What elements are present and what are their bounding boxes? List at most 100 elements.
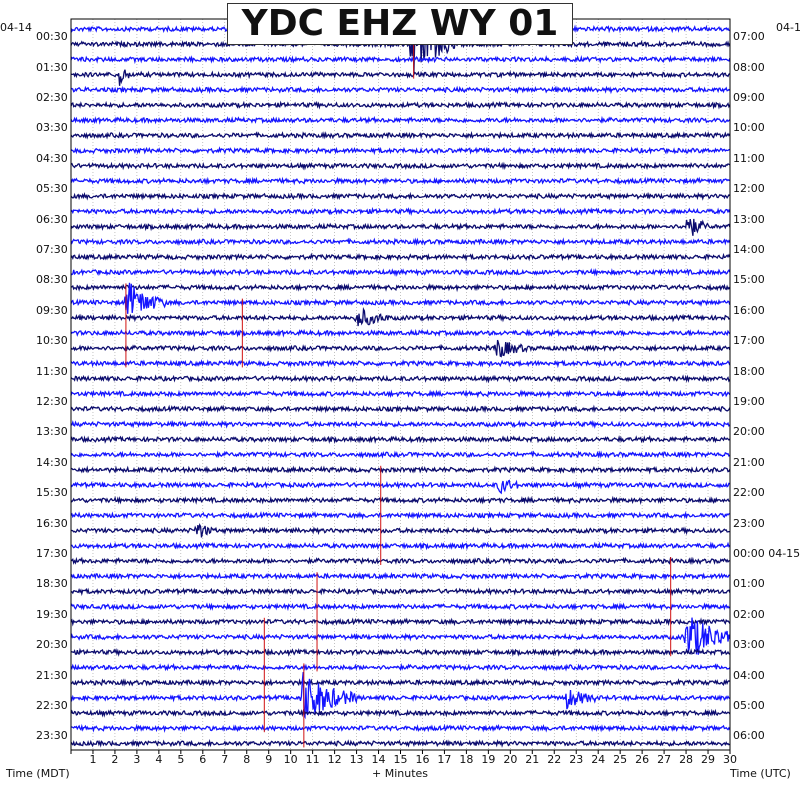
- red-event-marks: [125, 25, 672, 748]
- x-tick-label: 3: [133, 753, 141, 766]
- right-time-label: 00:00 04-15: [733, 547, 800, 560]
- trace-line: [70, 374, 731, 384]
- x-tick-label: 14: [371, 753, 386, 766]
- left-time-label: 23:30: [36, 729, 68, 743]
- trace-line: [71, 647, 731, 657]
- trace-line: [70, 389, 731, 399]
- right-time-label: 09:00: [733, 91, 765, 104]
- x-tick-label: 1: [89, 753, 97, 766]
- left-time-label: 11:30: [36, 364, 68, 378]
- right-time-label: 17:00: [733, 334, 765, 348]
- left-time-label: 17:30: [36, 547, 68, 560]
- left-axis-label: Time (MDT): [6, 767, 70, 780]
- trace-line: [70, 556, 730, 566]
- x-tick-label: 8: [243, 753, 251, 766]
- seismic-traces: [70, 14, 731, 748]
- right-time-label: 12:00: [733, 182, 765, 196]
- trace-line: [70, 100, 731, 110]
- trace-line: [70, 237, 731, 247]
- left-time-label: 02:30: [36, 91, 68, 104]
- x-tick-label: 11: [305, 753, 320, 766]
- left-time-label: 14:30: [36, 455, 68, 469]
- left-time-label: 00:30: [36, 30, 68, 44]
- right-time-label: 20:00: [733, 425, 765, 439]
- trace-line: [70, 435, 731, 445]
- left-time-label: 04:30: [36, 151, 68, 165]
- left-time-label: 20:30: [36, 638, 68, 652]
- left-time-label: 09:30: [36, 303, 68, 317]
- trace-line: [70, 358, 731, 369]
- trace-line: [70, 328, 731, 338]
- trace-line: [70, 671, 731, 720]
- left-time-label: 03:30: [36, 121, 68, 135]
- x-tick-label: 26: [635, 753, 650, 766]
- trace-line: [70, 146, 730, 156]
- trace-line: [70, 252, 731, 262]
- trace-line: [70, 161, 731, 171]
- left-time-label: 13:30: [36, 425, 68, 439]
- left-time-label: 18:30: [36, 577, 68, 591]
- right-date-label: 04-1: [776, 21, 800, 34]
- trace-line: [70, 617, 731, 655]
- right-time-label: 06:00: [733, 729, 765, 743]
- trace-line: [70, 404, 731, 414]
- trace-line: [70, 282, 731, 293]
- trace-line: [70, 339, 731, 358]
- x-tick-label: 22: [547, 753, 562, 766]
- right-time-label: 10:00: [733, 121, 765, 135]
- x-tick-label: 25: [613, 753, 628, 766]
- trace-line: [70, 54, 731, 65]
- x-tick-label: 7: [221, 753, 229, 766]
- right-time-label: 11:00: [733, 151, 765, 165]
- trace-line: [70, 495, 730, 505]
- trace-line: [70, 206, 731, 217]
- chart-title: YDC EHZ WY 01: [241, 3, 559, 44]
- trace-line: [70, 130, 731, 140]
- x-tick-label: 28: [679, 753, 694, 766]
- trace-line: [70, 723, 731, 733]
- trace-line: [70, 738, 731, 748]
- left-time-label: 07:30: [36, 243, 68, 256]
- trace-line: [70, 191, 731, 201]
- right-time-label: 16:00: [733, 303, 765, 317]
- left-time-label: 16:30: [36, 516, 68, 530]
- trace-line: [70, 602, 731, 612]
- x-tick-label: 9: [265, 753, 273, 766]
- right-time-label: 13:00: [733, 212, 765, 226]
- right-time-label: 02:00: [733, 607, 765, 621]
- right-time-label: 18:00: [733, 364, 765, 378]
- trace-line: [70, 69, 731, 86]
- x-axis-label: + Minutes: [372, 767, 429, 780]
- trace-line: [70, 678, 731, 687]
- left-time-label: 19:30: [36, 607, 68, 621]
- x-tick-label: 5: [177, 753, 185, 766]
- x-tick-label: 23: [569, 753, 584, 766]
- right-time-label: 19:00: [733, 395, 765, 408]
- right-time-label: 15:00: [733, 273, 765, 287]
- left-time-label: 08:30: [36, 273, 68, 287]
- x-ticks: [70, 750, 731, 754]
- x-tick-label: 16: [415, 753, 430, 766]
- trace-line: [70, 282, 731, 314]
- x-tick-label: 13: [349, 753, 364, 766]
- right-time-label: 23:00: [733, 516, 765, 530]
- left-time-label: 06:30: [36, 212, 68, 226]
- right-time-label: 03:00: [733, 638, 765, 652]
- right-time-label: 14:00: [733, 243, 765, 256]
- trace-line: [70, 541, 731, 551]
- trace-line: [70, 176, 731, 186]
- right-time-label: 01:00: [733, 577, 765, 591]
- x-tick-label: 6: [199, 753, 207, 766]
- x-tick-label: 29: [701, 753, 716, 766]
- trace-line: [70, 708, 731, 718]
- trace-line: [70, 587, 731, 597]
- x-tick-label: 20: [503, 753, 518, 766]
- trace-line: [70, 267, 731, 277]
- trace-line: [70, 465, 731, 475]
- x-tick-label: 12: [327, 753, 342, 766]
- x-tick-label: 19: [481, 753, 496, 766]
- chart-title-box: YDC EHZ WY 01: [227, 3, 573, 45]
- minute-gridlines: [92, 19, 709, 750]
- right-time-label: 07:00: [733, 30, 765, 44]
- trace-line: [70, 85, 731, 95]
